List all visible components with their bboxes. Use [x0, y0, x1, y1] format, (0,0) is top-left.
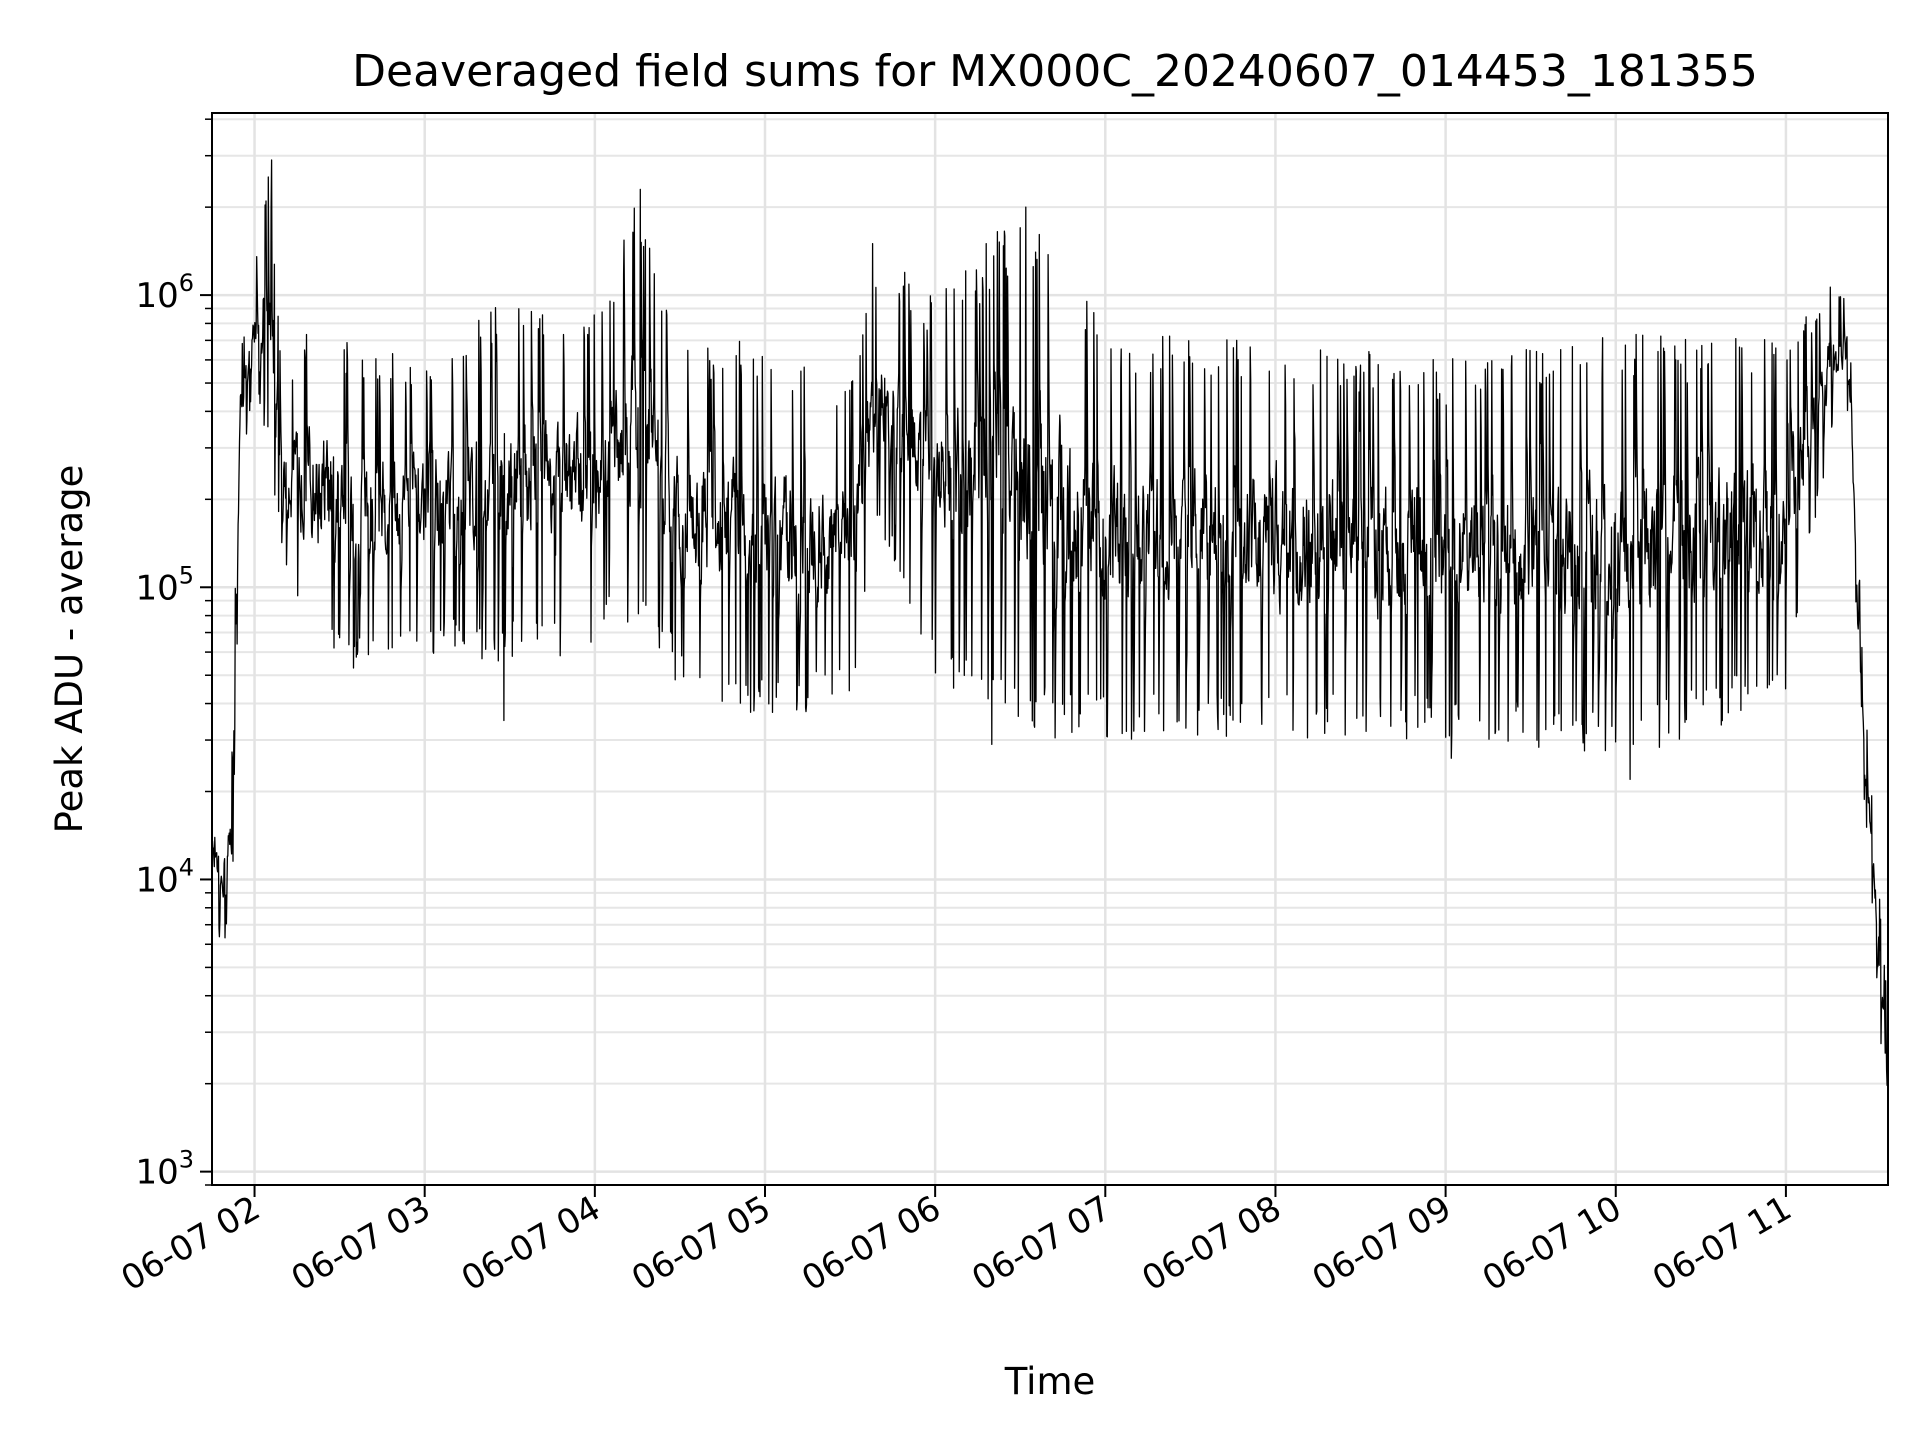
series-layer — [211, 159, 1889, 1090]
x-axis-label: Time — [1004, 1360, 1096, 1403]
chart-title: Deaveraged field sums for MX000C_2024060… — [352, 46, 1758, 97]
y-tick-label: 106 — [135, 269, 194, 316]
y-axis-label: Peak ADU - average — [48, 465, 91, 834]
plot-area — [212, 113, 1888, 1185]
y-minor-grid — [205, 118, 1888, 1186]
y-tick-label: 105 — [135, 561, 194, 608]
plot-frame — [211, 112, 1889, 1186]
y-tick-label: 104 — [135, 853, 194, 900]
y-tick-label: 103 — [135, 1146, 194, 1193]
y-axis-ticks: 103 104 105 106 — [135, 269, 212, 1193]
series-line — [211, 159, 1889, 1090]
x-grid — [253, 113, 1788, 1185]
